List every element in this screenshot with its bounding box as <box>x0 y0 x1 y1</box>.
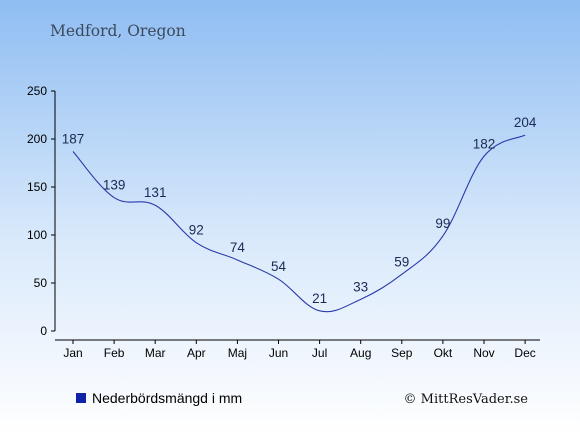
data-label: 21 <box>312 291 327 306</box>
data-label: 33 <box>353 279 368 294</box>
data-label: 99 <box>435 216 450 231</box>
y-axis: 0 50 100 150 200 250 <box>27 84 56 338</box>
x-tick-label: Maj <box>228 346 247 360</box>
data-label: 54 <box>271 259 287 274</box>
x-tick-label: Nov <box>473 346 494 360</box>
y-tick-label: 200 <box>27 132 47 146</box>
y-tick-label: 250 <box>27 84 47 98</box>
data-label: 139 <box>103 178 126 193</box>
credit-text: © MittResVader.se <box>404 392 529 407</box>
x-tick-label: Sep <box>391 346 413 360</box>
x-tick-label: Jun <box>269 346 288 360</box>
x-tick-label: Aug <box>350 346 371 360</box>
x-tick-label: Jul <box>312 346 327 360</box>
data-label: 182 <box>473 136 496 151</box>
data-label: 204 <box>514 115 537 130</box>
y-tick-label: 0 <box>40 324 47 338</box>
x-tick-label: Feb <box>104 346 125 360</box>
x-tick-label: Dec <box>514 346 535 360</box>
data-label: 187 <box>62 131 85 146</box>
x-tick-label: Okt <box>434 346 453 360</box>
y-tick-label: 150 <box>27 180 47 194</box>
data-label: 59 <box>394 254 409 269</box>
y-tick-label: 50 <box>34 276 48 290</box>
data-label: 92 <box>189 223 204 238</box>
chart-title: Medford, Oregon <box>50 22 186 40</box>
series-line <box>72 134 526 313</box>
x-tick-label: Mar <box>145 346 166 360</box>
data-labels: 187 139 131 92 74 54 21 33 59 99 182 204 <box>62 115 537 306</box>
x-axis: Jan Feb Mar Apr Maj Jun Jul Aug Sep Okt Nov Dec <box>55 339 540 360</box>
data-label: 131 <box>144 185 167 200</box>
legend-label: Nederbördsmängd i mm <box>92 390 242 406</box>
x-tick-label: Jan <box>63 346 82 360</box>
legend-swatch <box>76 393 86 403</box>
y-tick-label: 100 <box>27 228 47 242</box>
x-tick-label: Apr <box>187 346 206 360</box>
data-label: 74 <box>230 240 246 255</box>
